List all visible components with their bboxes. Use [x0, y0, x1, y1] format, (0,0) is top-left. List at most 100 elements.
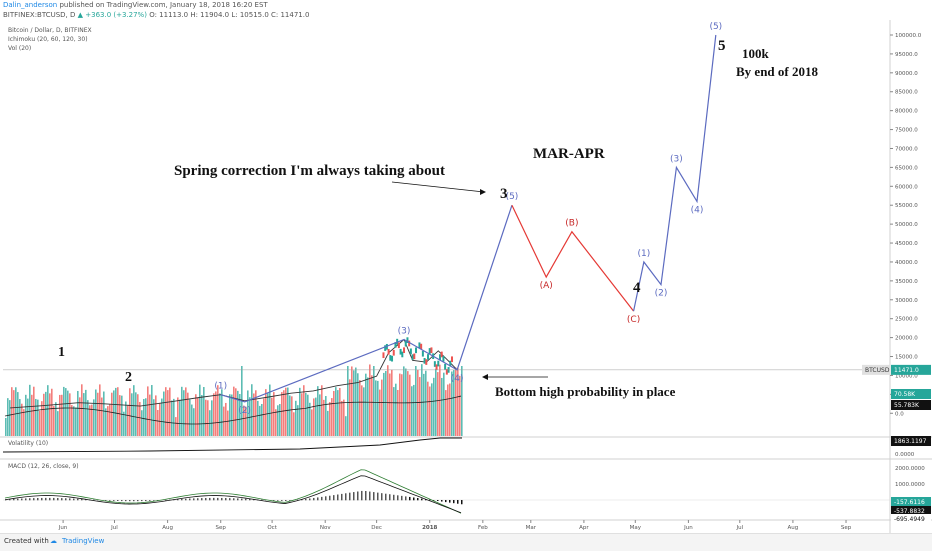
- volume-bar: [35, 399, 37, 436]
- macd-histogram-bar: [457, 500, 459, 504]
- macd-histogram-bar: [317, 497, 319, 500]
- candle: [393, 350, 395, 356]
- volume-bar: [89, 405, 91, 436]
- volume-bar: [71, 405, 73, 436]
- volume-bar: [29, 385, 31, 436]
- volume-bar: [105, 408, 107, 436]
- y-tick-label: 55000.0: [895, 203, 918, 209]
- volume-bar: [437, 372, 439, 436]
- volume-bar: [183, 390, 185, 436]
- volume-bar: [307, 395, 309, 436]
- wave-label: (5): [709, 22, 722, 32]
- volume-bar: [345, 416, 347, 436]
- candle: [415, 347, 417, 353]
- volume-bar: [211, 400, 213, 436]
- candle: [434, 361, 436, 367]
- volume-bar: [149, 395, 151, 436]
- macd-histogram-bar: [141, 500, 143, 501]
- macd-histogram-bar: [33, 498, 35, 500]
- y-tick-label: 45000.0: [895, 241, 918, 247]
- wave-3-label: 3: [500, 186, 508, 202]
- macd-histogram-bar: [453, 500, 455, 503]
- volume-bar: [201, 395, 203, 436]
- wave-label: (C): [627, 315, 640, 325]
- header-symbol-line: BITFINEX:BTCUSD, D ▲ +363.0 (+3.27%) O: …: [3, 11, 309, 19]
- volume-bar: [223, 407, 225, 436]
- macd-histogram-bar: [29, 498, 31, 500]
- volume-bar: [129, 388, 131, 436]
- macd-histogram-bar: [365, 491, 367, 500]
- wave-label: (4): [451, 374, 464, 384]
- volume-bar: [295, 401, 297, 436]
- volume-bar: [351, 366, 353, 436]
- macd-histogram-bar: [137, 500, 139, 501]
- volume-bar: [181, 387, 183, 436]
- wave-label: (1): [214, 382, 227, 392]
- tradingview-brand[interactable]: TradingView: [62, 537, 104, 545]
- macd-histogram-bar: [377, 493, 379, 501]
- macd-histogram-bar: [117, 500, 119, 501]
- candle: [391, 356, 393, 362]
- publisher-link[interactable]: Dalin_anderson: [3, 1, 57, 9]
- wave-label: (B): [565, 219, 578, 229]
- y-tick-label: 100000.0: [895, 33, 922, 39]
- volume-bar: [443, 373, 445, 436]
- volume-bar: [271, 398, 273, 436]
- y-tick-label: 25000.0: [895, 317, 918, 323]
- y-tick-label: 80000.0: [895, 109, 918, 115]
- volume-bar: [321, 385, 323, 436]
- tradingview-logo-icon: ☁: [50, 537, 57, 545]
- volume-bar: [329, 402, 331, 436]
- y-tick-label: 60000.0: [895, 184, 918, 190]
- volume-bar: [315, 398, 317, 436]
- header-publisher-line: Dalin_anderson published on TradingView.…: [3, 1, 268, 9]
- volume-bar: [441, 378, 443, 436]
- volume-bar: [417, 370, 419, 436]
- x-tick-label: Apr: [579, 525, 589, 531]
- volume-bar: [137, 394, 139, 436]
- volume-bar: [251, 384, 253, 436]
- macd-histogram-bar: [189, 499, 191, 501]
- y-tick-label: 35000.0: [895, 279, 918, 285]
- volume-bar: [155, 395, 157, 436]
- macd-histogram-bar: [449, 500, 451, 503]
- candle: [389, 355, 391, 361]
- volume-bar: [193, 408, 195, 436]
- volume-bar: [85, 390, 87, 436]
- volume-bar: [371, 375, 373, 436]
- volume-bar: [361, 385, 363, 436]
- macd-histogram-bar: [373, 492, 375, 500]
- volume-bar: [31, 395, 33, 436]
- wave-label: (2): [238, 406, 251, 416]
- last-price-tag: 11471.0: [894, 367, 919, 374]
- x-tick-label: Jun: [58, 525, 68, 531]
- volume-bar: [167, 390, 169, 436]
- macd-histogram-bar: [13, 499, 15, 500]
- volume-bar: [191, 405, 193, 436]
- candle: [410, 348, 412, 354]
- candle: [429, 348, 431, 354]
- volume-bar: [393, 387, 395, 436]
- volume-bar: [51, 389, 53, 436]
- macd-histogram-bar: [445, 500, 447, 502]
- candle: [437, 361, 439, 367]
- macd-histogram-bar: [329, 496, 331, 501]
- x-tick-label: Aug: [162, 525, 173, 531]
- y-tick-label: 75000.0: [895, 128, 918, 134]
- x-tick-label: May: [630, 525, 642, 531]
- macd-histogram-bar: [205, 498, 207, 500]
- volume-bar: [313, 398, 315, 436]
- volume-bar: [419, 377, 421, 436]
- volume-bar: [93, 399, 95, 436]
- candle: [444, 364, 446, 370]
- wave-label: (2): [655, 289, 668, 299]
- y-tick-label: 85000.0: [895, 90, 918, 96]
- macd-tick: 1000.0000: [895, 482, 925, 488]
- volume-bar: [281, 392, 283, 436]
- footer-bar: Created with ☁ TradingView: [0, 533, 932, 551]
- candle: [442, 356, 444, 362]
- macd-histogram-bar: [25, 498, 27, 500]
- y-tick-label: 95000.0: [895, 52, 918, 58]
- volume-bar: [423, 374, 425, 436]
